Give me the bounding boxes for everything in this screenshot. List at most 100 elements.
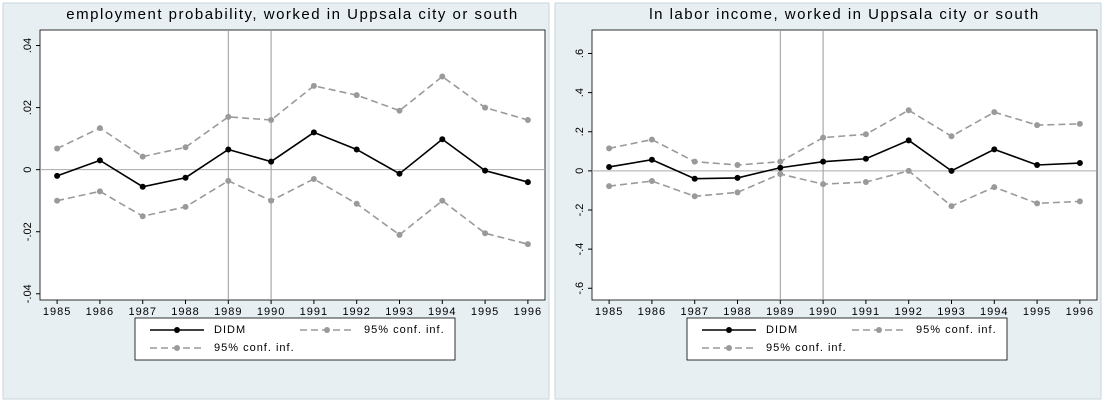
data-point xyxy=(225,177,232,184)
data-point xyxy=(268,117,275,123)
data-point xyxy=(524,179,531,186)
data-point xyxy=(1034,200,1041,207)
data-point xyxy=(182,144,189,151)
data-point xyxy=(648,178,655,185)
data-point xyxy=(139,213,146,220)
y-tick-label: -.6 xyxy=(574,282,586,295)
data-point xyxy=(182,174,189,181)
x-tick-label: 1989 xyxy=(766,306,794,318)
x-tick-label: 1991 xyxy=(852,306,880,318)
data-point xyxy=(268,197,275,204)
x-tick-label: 1990 xyxy=(257,306,285,318)
data-point xyxy=(96,188,103,195)
y-tick-label: -.04 xyxy=(22,284,34,303)
data-point xyxy=(606,183,613,190)
series-line xyxy=(608,109,1080,166)
data-point xyxy=(96,157,103,164)
y-tick-label: .04 xyxy=(22,38,34,53)
data-point xyxy=(991,109,998,116)
chart-title: ln labor income, worked in Uppsala city … xyxy=(649,6,1040,23)
data-point xyxy=(439,136,446,143)
data-point xyxy=(225,146,232,153)
x-tick-label: 1986 xyxy=(86,306,114,318)
data-point xyxy=(439,197,446,204)
y-tick-label: -.02 xyxy=(22,222,34,241)
data-point xyxy=(225,113,232,120)
y-tick-label: -.4 xyxy=(574,243,586,256)
data-point xyxy=(524,241,531,248)
x-tick-label: 1985 xyxy=(595,306,623,318)
data-point xyxy=(734,162,741,168)
data-point xyxy=(948,133,955,140)
x-tick-label: 1994 xyxy=(980,306,1008,318)
data-point xyxy=(862,179,869,186)
data-point xyxy=(268,158,275,165)
series-line xyxy=(56,75,529,158)
x-tick-label: 1993 xyxy=(385,306,413,318)
data-point xyxy=(482,230,489,237)
legend-label: 95% conf. inf. xyxy=(766,342,847,354)
series-line xyxy=(608,139,1080,180)
legend-marker xyxy=(726,345,732,351)
x-tick-label: 1992 xyxy=(894,306,922,318)
data-point xyxy=(353,200,360,207)
data-point xyxy=(777,158,784,165)
data-point xyxy=(777,164,784,171)
x-tick-label: 1996 xyxy=(514,306,542,318)
data-point xyxy=(396,107,403,114)
data-point xyxy=(734,189,741,196)
data-point xyxy=(1034,162,1041,168)
data-point xyxy=(54,145,61,152)
y-tick-label: 0 xyxy=(22,167,34,173)
chart-title: employment probability, worked in Uppsal… xyxy=(66,6,518,23)
x-tick-label: 1990 xyxy=(809,306,837,318)
data-point xyxy=(310,82,317,89)
legend-label: 95% conf. inf. xyxy=(214,342,295,354)
y-tick-label: 0 xyxy=(574,168,586,174)
data-point xyxy=(905,107,912,114)
data-point xyxy=(648,156,655,163)
data-point xyxy=(820,181,827,188)
data-point xyxy=(905,137,912,144)
x-tick-label: 1995 xyxy=(1023,306,1051,318)
x-tick-label: 1995 xyxy=(471,306,499,318)
series-line xyxy=(56,178,529,245)
x-tick-label: 1993 xyxy=(937,306,965,318)
x-tick-label: 1994 xyxy=(428,306,456,318)
data-point xyxy=(1076,160,1083,167)
plot-region xyxy=(39,29,546,301)
data-point xyxy=(948,167,955,174)
x-tick-label: 1991 xyxy=(300,306,328,318)
legend-label: DIDM xyxy=(214,324,246,336)
legend-marker xyxy=(726,327,732,333)
data-point xyxy=(1076,198,1083,205)
series-line xyxy=(609,169,1080,208)
x-tick-label: 1996 xyxy=(1066,306,1094,318)
data-point xyxy=(905,167,912,174)
legend-label: 95% conf. inf. xyxy=(916,324,997,336)
data-point xyxy=(139,183,146,190)
x-tick-label: 1987 xyxy=(128,306,156,318)
legend-label: 95% conf. inf. xyxy=(364,324,445,336)
data-point xyxy=(820,158,827,165)
data-point xyxy=(396,231,403,238)
legend-label: DIDM xyxy=(766,324,798,336)
x-tick-label: 1987 xyxy=(680,306,708,318)
data-point xyxy=(691,175,698,182)
legend-marker xyxy=(174,327,180,333)
legend: DIDM 95% conf. inf. 95% conf. inf. xyxy=(134,317,456,361)
data-point xyxy=(820,134,827,141)
y-tick-label: .02 xyxy=(22,100,34,115)
data-point xyxy=(482,104,489,111)
data-point xyxy=(1076,120,1083,127)
data-point xyxy=(606,163,613,170)
data-point xyxy=(991,146,998,153)
series-line xyxy=(56,131,529,188)
data-point xyxy=(691,158,698,165)
legend: DIDM 95% conf. inf. 95% conf. inf. xyxy=(686,317,1008,361)
data-point xyxy=(606,145,613,152)
y-tick-label: -.2 xyxy=(574,204,586,217)
y-tick-label: .4 xyxy=(574,88,586,97)
x-tick-label: 1986 xyxy=(638,306,666,318)
